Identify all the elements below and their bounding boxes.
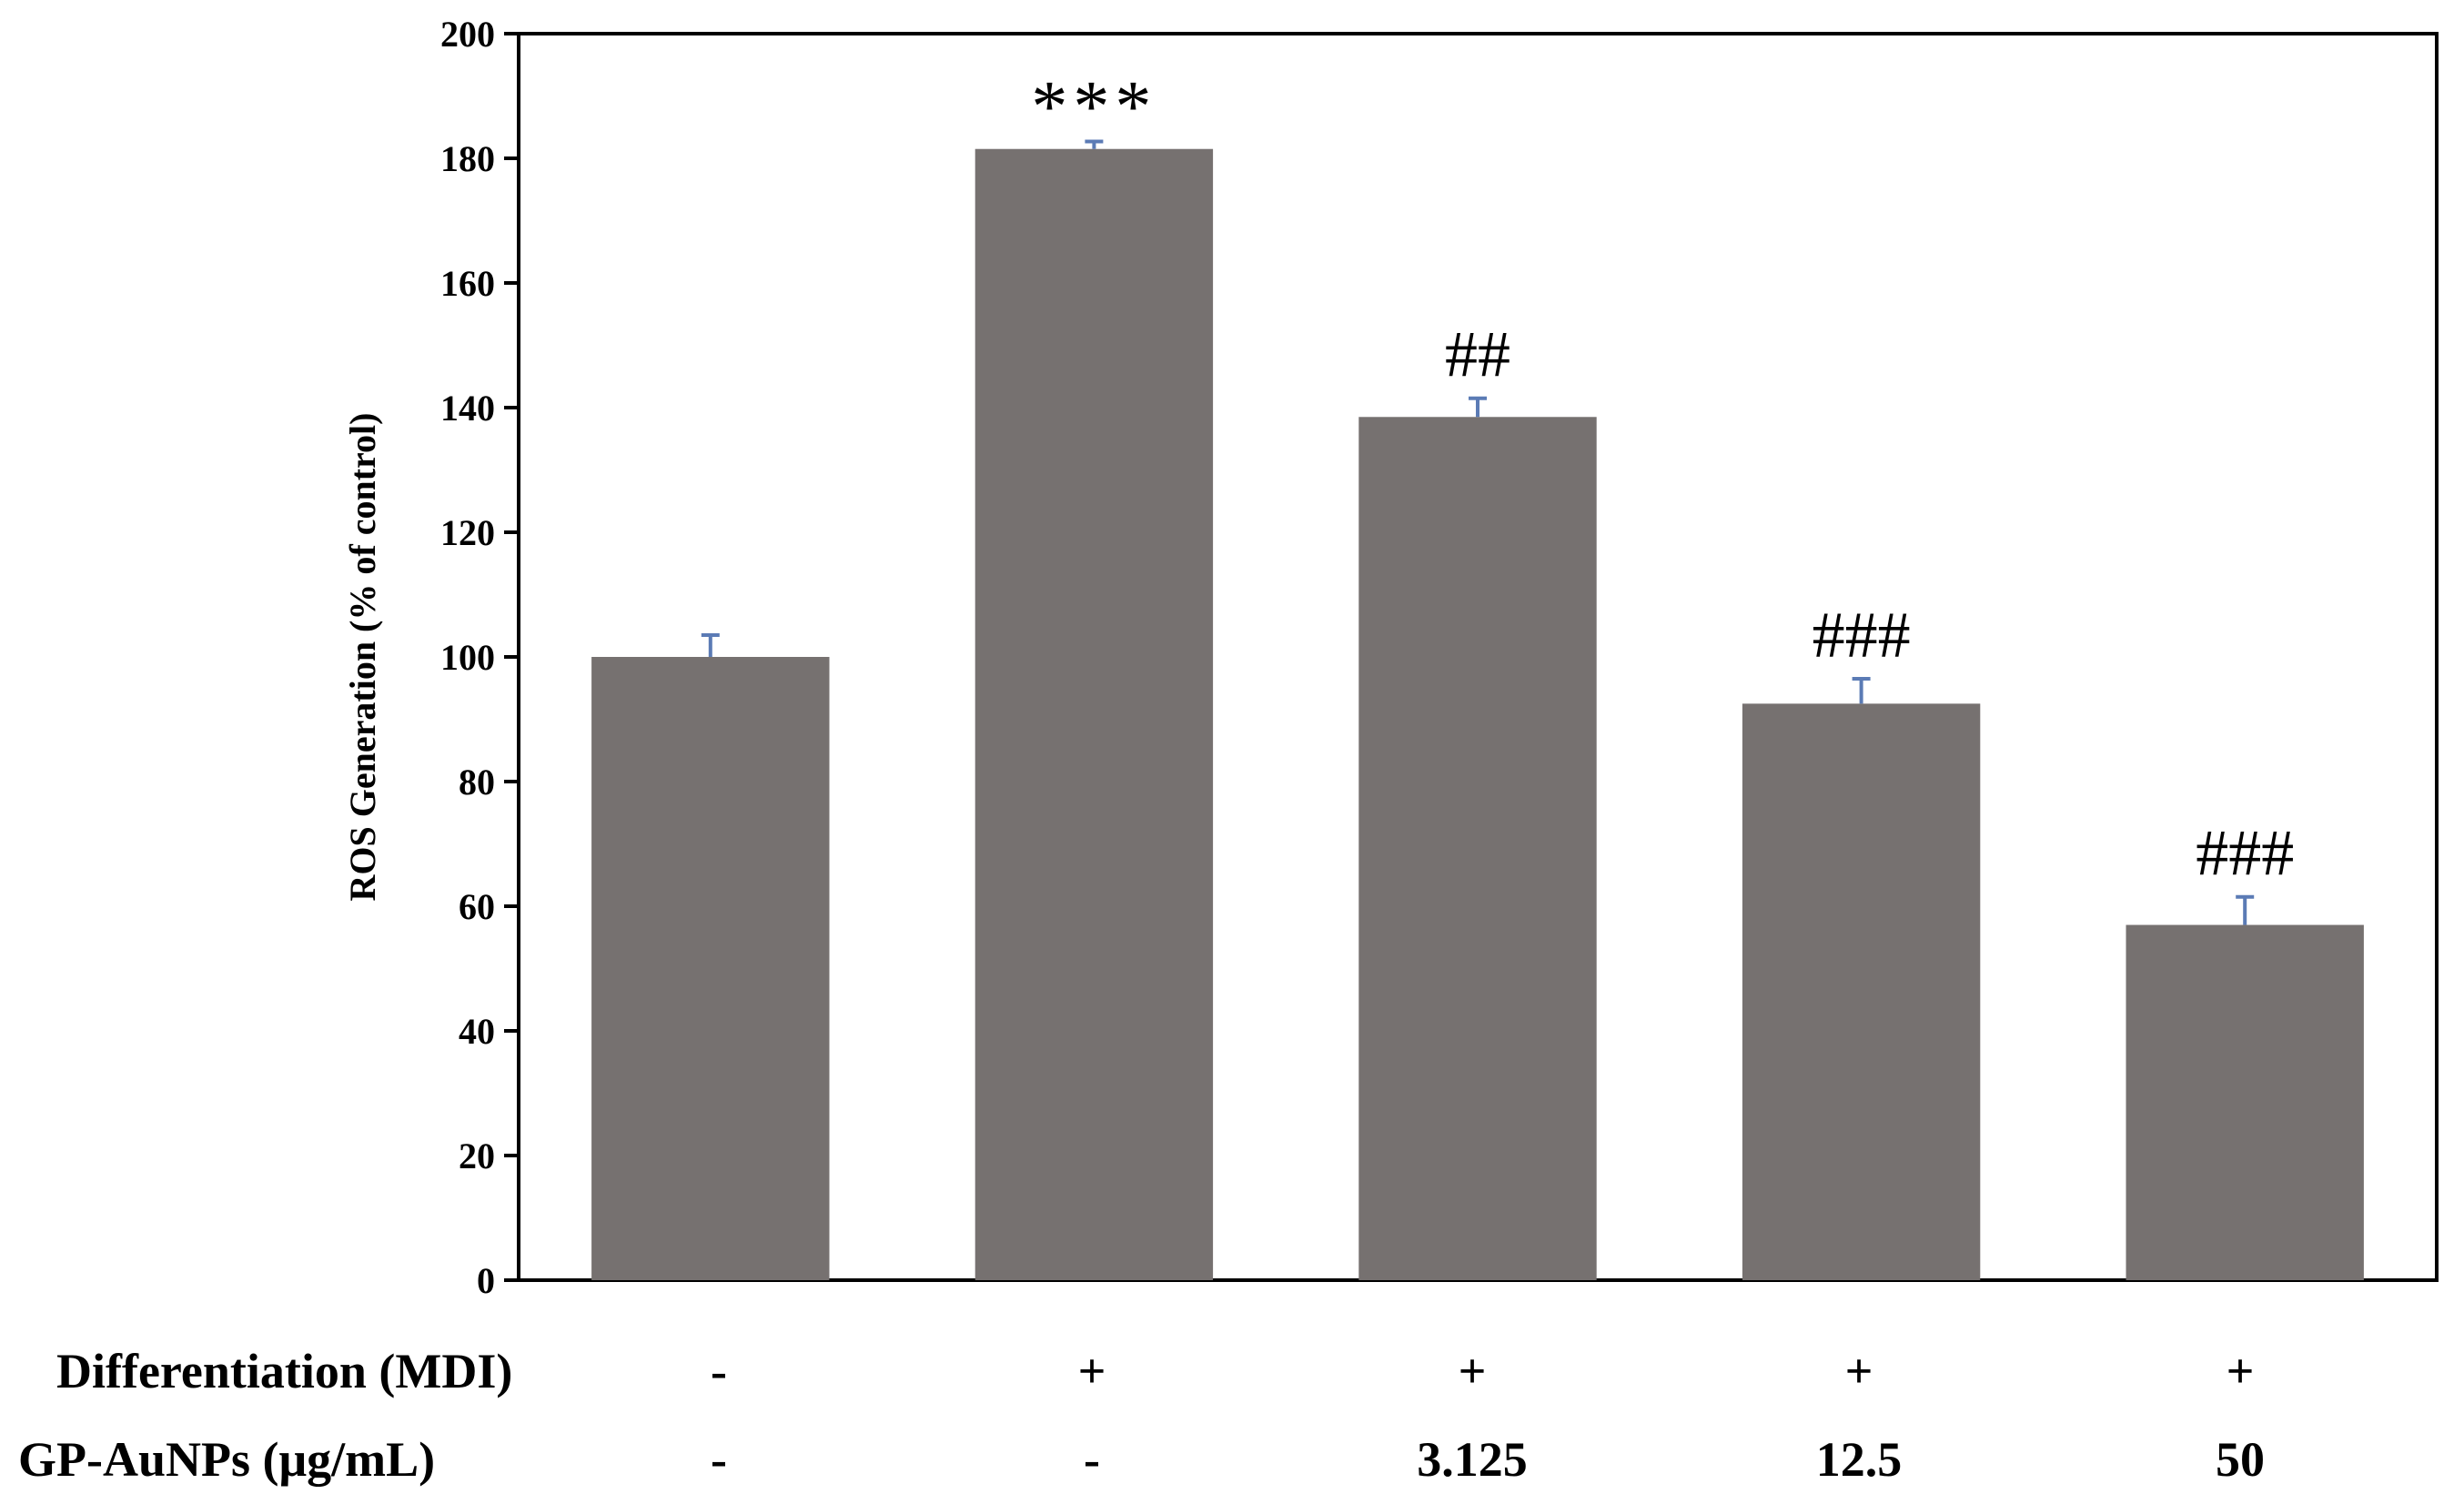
condition-row-label: GP-AuNPs (μg/mL) — [18, 1432, 435, 1487]
significance-annotations: ***######## — [1031, 67, 2294, 890]
y-tick-label: 0 — [477, 1260, 495, 1301]
y-tick-label: 200 — [440, 14, 495, 55]
bars — [591, 148, 2364, 1281]
condition-table: Differentiation (MDI) - + + + + GP-AuNPs (μg/m… — [18, 1344, 2265, 1487]
condition-value: - — [711, 1432, 727, 1487]
y-tick-label: 160 — [440, 263, 495, 304]
y-tick-label: 20 — [459, 1136, 495, 1176]
y-tick-label: 60 — [459, 886, 495, 927]
condition-value: + — [1078, 1344, 1106, 1398]
y-tick-label: 100 — [440, 637, 495, 678]
significance-label: ### — [2196, 817, 2294, 890]
condition-value: 50 — [2216, 1432, 2265, 1487]
condition-value: + — [1459, 1344, 1487, 1398]
condition-value: - — [1084, 1432, 1100, 1487]
y-tick-label: 120 — [440, 512, 495, 553]
condition-value: + — [2227, 1344, 2255, 1398]
condition-value: 3.125 — [1417, 1432, 1528, 1487]
condition-value: + — [1845, 1344, 1873, 1398]
y-tick-label: 80 — [459, 762, 495, 802]
error-bars — [701, 139, 2255, 925]
y-tick-label: 140 — [440, 388, 495, 429]
y-axis-label: ROS Generation (% of control) — [342, 413, 383, 902]
y-tick-label: 180 — [440, 138, 495, 179]
significance-label: ### — [1813, 599, 1911, 671]
condition-value: - — [711, 1344, 727, 1398]
y-tick-label: 40 — [459, 1011, 495, 1052]
condition-value: 12.5 — [1816, 1432, 1903, 1487]
bar — [2126, 924, 2364, 1280]
bar — [591, 657, 830, 1280]
bar — [1358, 417, 1597, 1280]
y-axis: 0 20 40 60 80 100 120 140 160 180 200 — [440, 14, 519, 1301]
significance-label: *** — [1031, 67, 1156, 147]
condition-row-label: Differentiation (MDI) — [56, 1344, 512, 1398]
significance-label: ## — [1445, 318, 1510, 391]
bar — [1742, 703, 1981, 1280]
bar — [974, 148, 1214, 1281]
